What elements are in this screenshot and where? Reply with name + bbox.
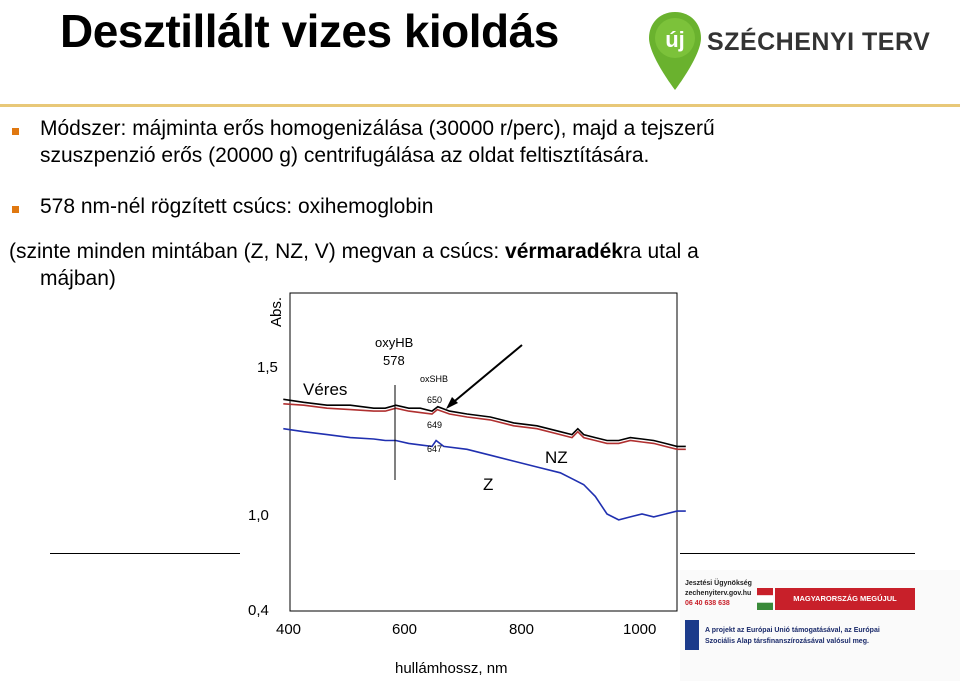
x-axis-label: hullámhossz, nm bbox=[395, 660, 508, 677]
y-tick-3: 0,4 bbox=[248, 602, 269, 619]
x-tick-3: 800 bbox=[509, 621, 534, 638]
series-line-véres bbox=[283, 398, 686, 448]
x-tick-1: 400 bbox=[276, 621, 301, 638]
hungary-renews-badge: MAGYARORSZÁG MEGÚJUL bbox=[775, 588, 915, 610]
y-axis-label: Abs. bbox=[268, 297, 285, 327]
eu-line-1: A projekt az Európai Unió támogatásával,… bbox=[705, 627, 880, 634]
right-rule bbox=[680, 553, 915, 554]
bullet-marker-2 bbox=[12, 206, 19, 213]
logo-text: SZÉCHENYI TERV bbox=[707, 28, 931, 56]
paragraph-line-1: (szinte minden mintában (Z, NZ, V) megva… bbox=[9, 239, 699, 264]
annotation-oxshb: oxSHB bbox=[420, 374, 448, 384]
agency-line-3: 06 40 638 638 bbox=[685, 600, 730, 607]
annotation-650: 650 bbox=[427, 395, 442, 405]
series-layer bbox=[283, 398, 686, 521]
bullet-1-line-1: Módszer: májminta erős homogenizálása (3… bbox=[40, 117, 715, 140]
plot-frame bbox=[289, 292, 678, 612]
y-tick-2: 1,0 bbox=[248, 507, 269, 524]
annotation-647: 647 bbox=[427, 444, 442, 454]
paragraph-bold: vérmaradék bbox=[505, 240, 623, 263]
x-tick-4: 1000 bbox=[623, 621, 656, 638]
x-tick-2: 600 bbox=[392, 621, 417, 638]
oxshb-arrow-head bbox=[446, 397, 458, 409]
logo-pin-icon: új bbox=[649, 12, 701, 90]
label-z: Z bbox=[483, 475, 493, 494]
y-tick-1: 1,5 bbox=[257, 359, 278, 376]
annotation-578: 578 bbox=[383, 353, 405, 368]
logo-mark: új bbox=[665, 27, 685, 52]
spectrum-chart: oxyHB 578 oxSHB 650 649 647 Véres NZ Z A… bbox=[248, 292, 686, 677]
bullet-marker-1 bbox=[12, 128, 19, 135]
series-line-nz bbox=[283, 403, 686, 451]
eu-funding-text: A projekt az Európai Unió támogatásával,… bbox=[705, 625, 880, 647]
paragraph-line-2: májban) bbox=[40, 267, 116, 290]
szechenyi-terv-logo: új SZÉCHENYI TERV bbox=[645, 10, 935, 92]
left-rule bbox=[50, 553, 240, 554]
eu-flag-icon bbox=[685, 620, 699, 650]
footer-logos: Jesztési Ügynökség zechenyiterv.gov.hu 0… bbox=[680, 570, 960, 681]
label-veres: Véres bbox=[303, 380, 347, 399]
eu-line-2: Szociális Alap társfinanszírozásával val… bbox=[705, 638, 869, 645]
agency-line-1: Jesztési Ügynökség bbox=[685, 580, 752, 587]
label-nz: NZ bbox=[545, 448, 568, 467]
agency-line-2: zechenyiterv.gov.hu bbox=[685, 590, 752, 597]
oxshb-arrow bbox=[449, 344, 523, 406]
annotation-oxyhb: oxyHB bbox=[375, 335, 413, 350]
paragraph-text-a: (szinte minden mintában (Z, NZ, V) megva… bbox=[9, 240, 506, 263]
page-title: Desztillált vizes kioldás bbox=[60, 5, 559, 57]
series-line-z bbox=[283, 427, 686, 521]
title-divider bbox=[0, 104, 960, 107]
hungarian-flag-icon bbox=[757, 588, 773, 610]
paragraph-text-b: ra utal a bbox=[622, 240, 699, 263]
bullet-1-line-2: szuszpenzió erős (20000 g) centrifugálás… bbox=[40, 144, 650, 167]
bullet-2-line-1: 578 nm-nél rögzített csúcs: oxihemoglobi… bbox=[40, 195, 434, 218]
annotation-649: 649 bbox=[427, 420, 442, 430]
